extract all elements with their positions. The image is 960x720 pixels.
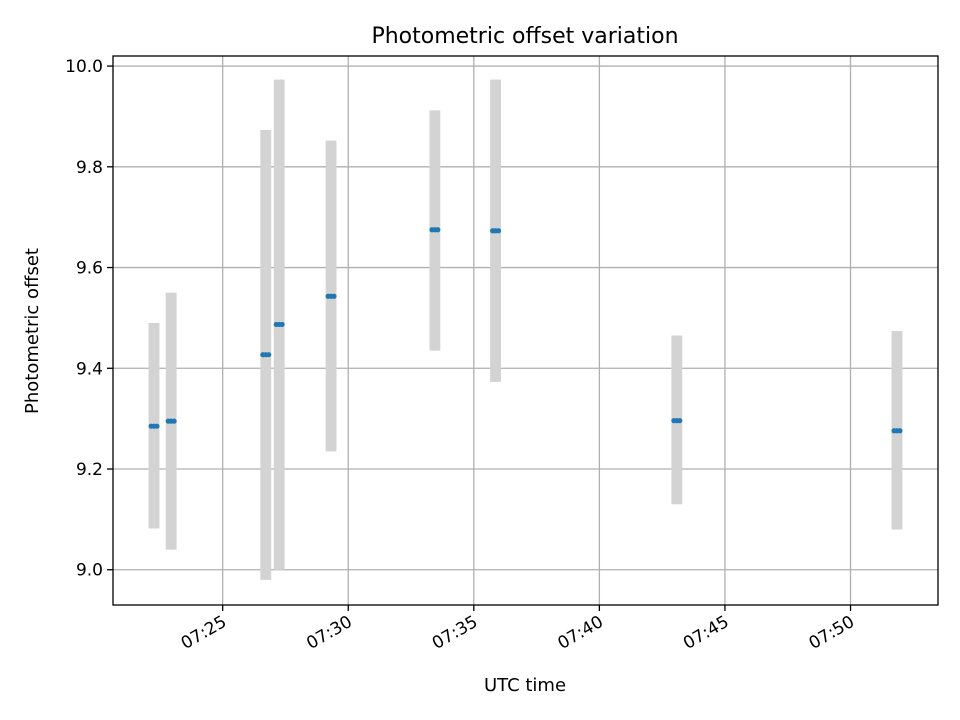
data-point [266,352,272,358]
y-tick-label: 9.8 [76,158,103,178]
data-point [495,228,502,234]
data-point [331,293,337,299]
x-axis-label: UTC time [484,675,566,696]
data-point [435,227,441,233]
y-tick-label: 9.2 [76,460,103,480]
plot-frame [112,55,939,606]
y-tick-label: 10.0 [65,57,103,77]
y-axis-label: Photometric offset [22,248,43,414]
y-tick-label: 9.6 [76,259,103,279]
data-point [279,321,285,328]
y-axis: 9.0 9.2 9.4 9.6 9.8 10.0 [65,57,113,581]
chart-title: Photometric offset variation [371,24,678,49]
data-point [677,418,683,424]
data-points [148,227,903,434]
data-point [154,423,160,429]
data-point [171,418,177,424]
y-tick-label: 9.0 [76,561,103,581]
data-point [897,428,903,434]
y-tick-label: 9.4 [76,359,103,379]
grid [113,56,938,605]
